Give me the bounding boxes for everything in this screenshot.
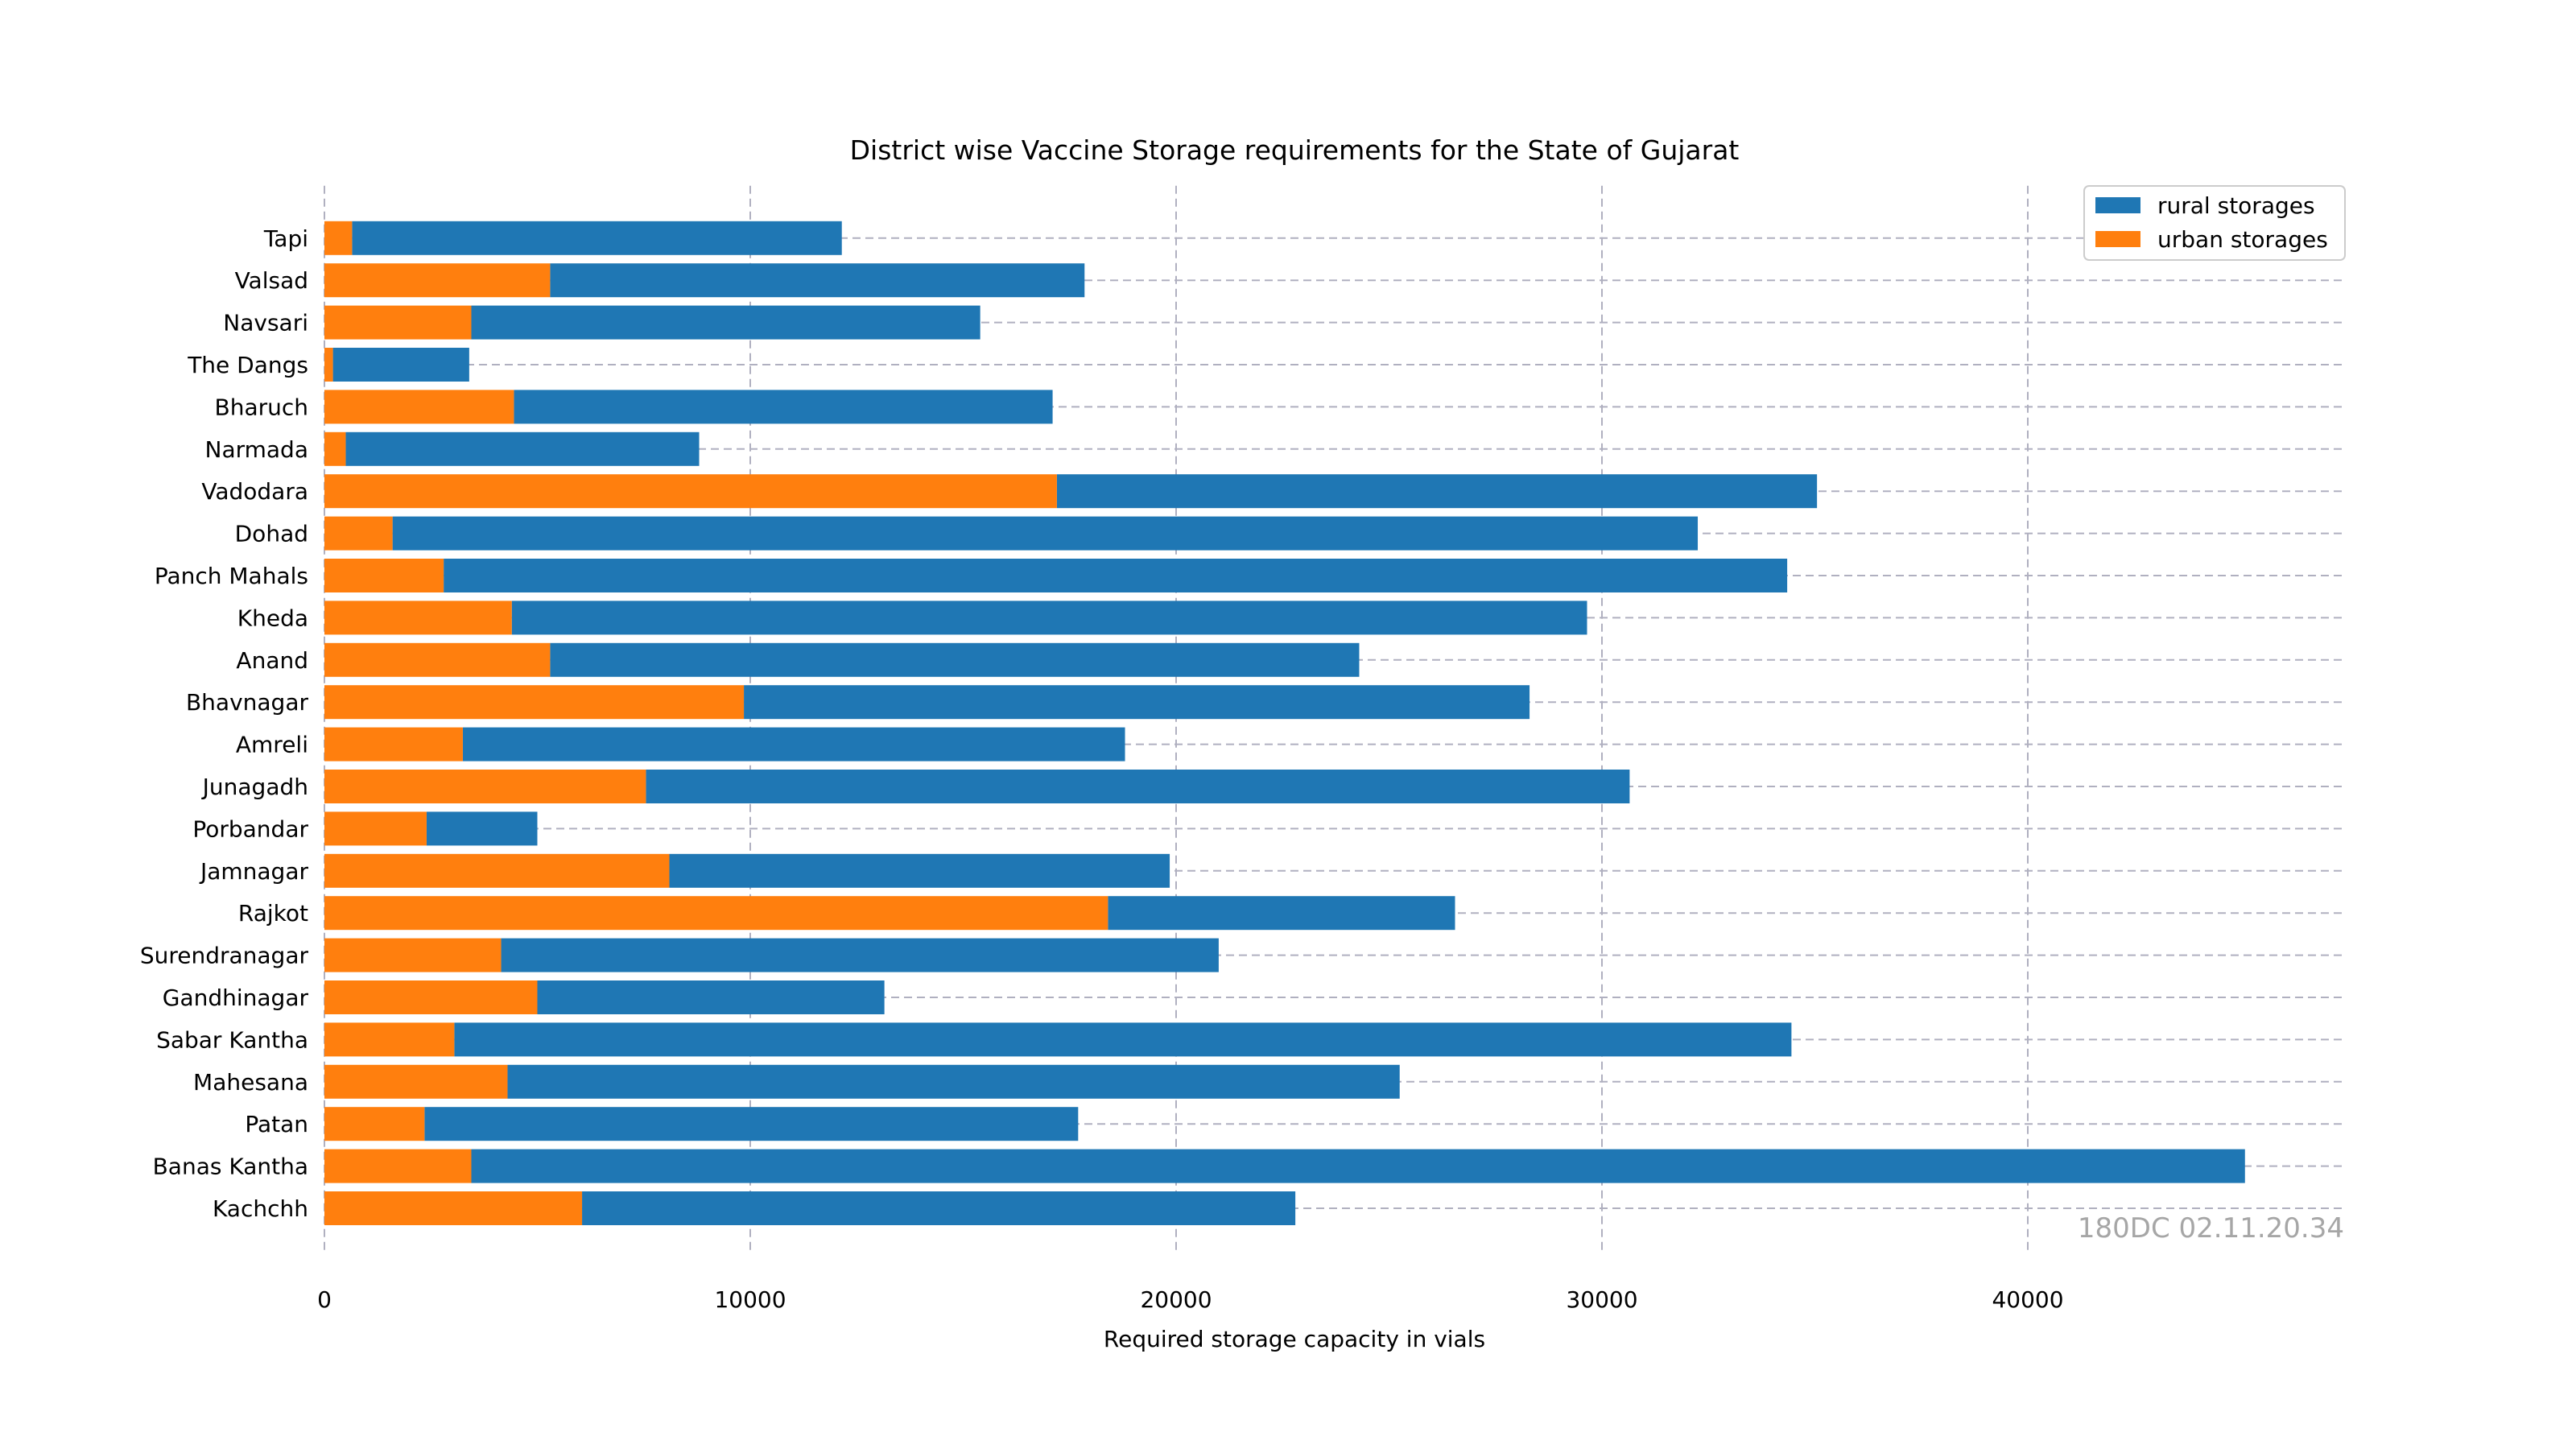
bar-urban-valsad [324, 263, 551, 298]
bar-rural-amreli [462, 727, 1125, 762]
bar-rural-bharuch [514, 390, 1053, 424]
bar-urban-banas-kantha [324, 1149, 472, 1183]
bar-urban-bharuch [324, 390, 514, 424]
y-tick-label: Vadodara [201, 478, 308, 505]
legend-frame [2083, 185, 2346, 261]
bar-rural-kheda [511, 601, 1587, 635]
y-tick-label: Panch Mahals [155, 563, 308, 589]
legend-swatch-urban [2095, 231, 2140, 247]
bar-rural-rajkot [1108, 896, 1455, 931]
bar-rural-junagadh [646, 770, 1630, 803]
legend-label-urban: urban storages [2157, 226, 2328, 253]
bar-urban-porbandar [324, 811, 427, 846]
chart-title: District wise Vaccine Storage requiremen… [850, 134, 1740, 166]
y-tick-label: Dohad [235, 521, 308, 547]
bar-urban-gandhinagar [324, 980, 538, 1014]
bar-urban-amreli [324, 727, 463, 762]
y-tick-label: Banas Kantha [153, 1154, 308, 1180]
x-tick-label: 10000 [714, 1286, 786, 1313]
y-tick-label: Gandhinagar [163, 984, 309, 1011]
y-tick-label: Sabar Kantha [156, 1026, 308, 1053]
x-tick-label: 40000 [1992, 1286, 2063, 1313]
y-tick-label: Patan [245, 1111, 308, 1137]
x-tick-label: 0 [317, 1286, 332, 1313]
bar-rural-gandhinagar [537, 980, 885, 1014]
bar-urban-jamnagar [324, 853, 670, 888]
bar-urban-bhavnagar [324, 685, 745, 720]
bar-rural-narmada [345, 431, 700, 466]
bar-urban-rajkot [324, 896, 1108, 931]
bar-urban-junagadh [324, 770, 646, 803]
bar-urban-navsari [324, 305, 472, 340]
legend: rural storages urban storages [2083, 185, 2346, 261]
y-tick-label: Narmada [205, 436, 309, 463]
bar-urban-dohad [324, 516, 393, 551]
bar-rural-anand [550, 642, 1360, 677]
y-tick-labels: Kachchh Banas Kantha Patan Mahesana Sabar Ka… [140, 225, 309, 1222]
bar-rural-bhavnagar [744, 685, 1530, 720]
bar-rural-kachchh [582, 1191, 1296, 1225]
y-tick-label: Amreli [236, 732, 308, 758]
bars [324, 221, 2245, 1225]
y-tick-label: Valsad [235, 267, 308, 294]
legend-label-rural: rural storages [2157, 192, 2315, 219]
x-tick-label: 30000 [1566, 1286, 1637, 1313]
bar-rural-dohad [392, 516, 1699, 551]
legend-swatch-rural [2095, 197, 2140, 213]
bar-urban-panch-mahals [324, 559, 444, 592]
y-tick-label: Anand [236, 647, 308, 674]
bar-urban-patan [324, 1107, 425, 1141]
bar-urban-vadodara [324, 474, 1057, 509]
y-tick-label: Navsari [223, 310, 308, 336]
bar-rural-jamnagar [669, 853, 1170, 888]
bar-rural-the-dangs [332, 348, 469, 382]
y-tick-label: Surendranagar [140, 943, 309, 969]
bar-rural-sabar-kantha [454, 1022, 1792, 1057]
bar-rural-mahesana [507, 1064, 1400, 1099]
bar-urban-sabar-kantha [324, 1022, 455, 1057]
y-tick-label: Tapi [263, 225, 308, 252]
x-axis-label: Required storage capacity in vials [1104, 1326, 1485, 1352]
y-tick-label: Bharuch [214, 394, 308, 420]
bar-rural-banas-kantha [471, 1149, 2245, 1183]
bar-rural-surendranagar [501, 938, 1219, 972]
y-tick-label: Rajkot [238, 900, 308, 927]
x-tick-label: 20000 [1140, 1286, 1212, 1313]
bar-urban-narmada [324, 431, 346, 466]
bar-urban-tapi [324, 221, 353, 255]
y-tick-label: The Dangs [187, 352, 308, 378]
y-tick-label: Kachchh [213, 1195, 308, 1222]
bar-urban-mahesana [324, 1064, 508, 1099]
bar-urban-anand [324, 642, 551, 677]
bar-urban-kachchh [324, 1191, 583, 1225]
bar-rural-valsad [550, 263, 1085, 298]
bar-urban-kheda [324, 601, 512, 635]
bar-urban-surendranagar [324, 938, 502, 972]
x-tick-labels: 0 10000 20000 30000 40000 [317, 1286, 2063, 1313]
bar-rural-patan [424, 1107, 1079, 1141]
y-tick-label: Junagadh [201, 774, 308, 800]
bar-rural-vadodara [1056, 474, 1818, 509]
bar-urban-the-dangs [324, 348, 333, 382]
y-tick-label: Mahesana [193, 1069, 308, 1096]
bar-rural-porbandar [426, 811, 538, 846]
y-tick-label: Bhavnagar [186, 689, 309, 716]
y-tick-label: Jamnagar [199, 858, 309, 885]
bar-rural-navsari [471, 305, 980, 340]
watermark: 180DC 02.11.20.34 [2078, 1212, 2344, 1245]
y-tick-label: Kheda [237, 605, 308, 631]
bar-rural-panch-mahals [444, 559, 1788, 592]
bar-rural-tapi [352, 221, 842, 255]
y-tick-label: Porbandar [192, 815, 308, 842]
